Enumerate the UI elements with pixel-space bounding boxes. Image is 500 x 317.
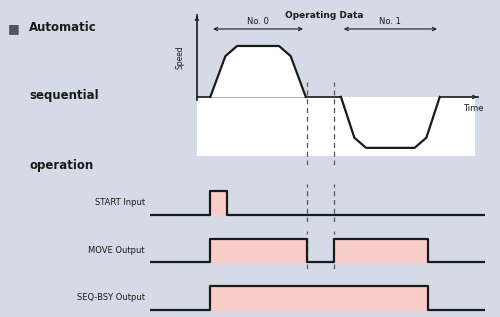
Text: Operating Data: Operating Data <box>285 11 364 20</box>
Text: operation: operation <box>29 158 93 171</box>
Text: SEQ-BSY Output: SEQ-BSY Output <box>77 294 145 302</box>
Text: START Input: START Input <box>95 198 145 207</box>
Text: Time: Time <box>463 104 483 113</box>
Text: MOVE Output: MOVE Output <box>88 246 145 255</box>
Bar <box>197 97 475 156</box>
Polygon shape <box>341 97 440 148</box>
Text: sequential: sequential <box>29 89 98 102</box>
Text: No. 0: No. 0 <box>247 17 269 26</box>
Text: Automatic: Automatic <box>29 21 97 34</box>
Text: Speed: Speed <box>176 45 184 69</box>
Text: ■: ■ <box>8 22 19 35</box>
Text: No. 1: No. 1 <box>380 17 402 26</box>
Polygon shape <box>210 46 306 97</box>
